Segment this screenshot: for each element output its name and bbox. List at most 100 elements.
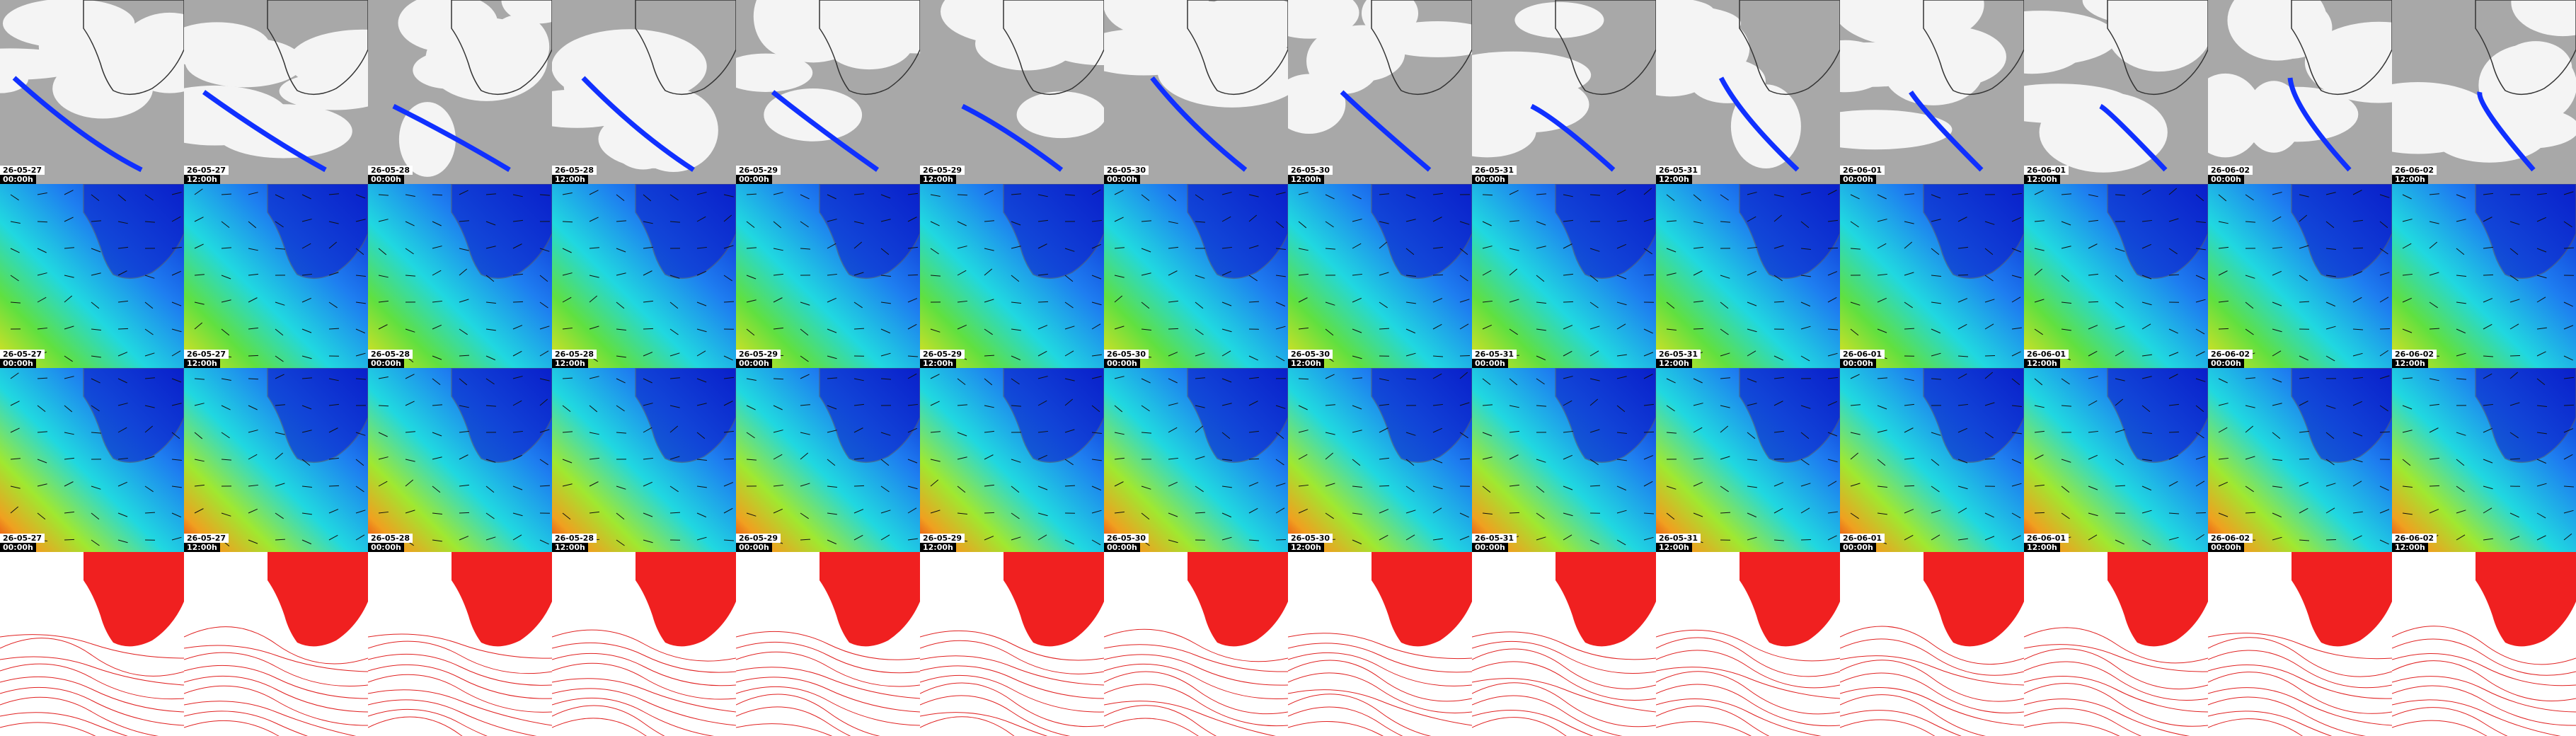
isobar (2392, 638, 2576, 676)
wind-arrow (1957, 355, 1968, 357)
wind-arrow (2195, 351, 2205, 357)
cloud (501, 0, 552, 24)
wind-arrow (355, 328, 366, 334)
wind-arrow (1352, 377, 1362, 379)
wind-arrow (1011, 485, 1020, 493)
wind-arrow (853, 485, 865, 487)
wind-arrow (2429, 485, 2440, 487)
wind-arrow (2195, 378, 2206, 382)
wind-arrow (144, 456, 155, 460)
wind-arrow (301, 430, 312, 433)
wind-arrow (1957, 485, 1968, 490)
land (1739, 184, 1840, 279)
cloud (279, 72, 368, 110)
wind-arrow (432, 539, 442, 542)
time-label: 12:00h (2024, 359, 2060, 368)
wind-arrow (1563, 534, 1572, 541)
wind-arrow (1482, 512, 1493, 514)
wind-arrow (1298, 192, 1309, 195)
map-panel: 26-06-01 12:00h (2024, 184, 2208, 368)
wind-arrow (2195, 456, 2206, 460)
wind-arrow (1379, 485, 1390, 487)
isobar (1840, 655, 2024, 686)
wind-arrow (301, 328, 312, 333)
wind-arrow (1984, 221, 1995, 225)
cloud (1016, 91, 1104, 139)
wind-arrow (1432, 246, 1443, 249)
isobar (184, 645, 368, 672)
wind-arrow (248, 192, 258, 195)
cloud (953, 0, 1104, 38)
map-panel (1104, 552, 1288, 736)
wind-arrow (2509, 402, 2520, 406)
isobar (1104, 644, 1288, 672)
wind-arrow (1563, 430, 1573, 433)
wind-arrow (696, 270, 706, 276)
wind-arrow (1195, 485, 1204, 493)
isobar (1288, 633, 1472, 660)
wind-arrow (1275, 432, 1284, 439)
wind-arrow (1298, 297, 1308, 303)
wind-arrow (539, 539, 549, 545)
wind-arrow (2456, 459, 2465, 466)
wind-arrow (2088, 273, 2098, 276)
wind-arrow (328, 403, 339, 406)
isobar (1840, 710, 1962, 736)
wind-arrow (1643, 536, 1654, 541)
wind-arrow (1536, 275, 1545, 282)
land (1187, 184, 1288, 279)
wind-arrow (1168, 457, 1178, 460)
wind-arrow (10, 194, 19, 201)
wind-arrow (37, 297, 47, 303)
wind-arrow (2483, 459, 2493, 464)
isobar (184, 701, 357, 736)
wind-arrow (64, 326, 74, 330)
map (2392, 184, 2576, 368)
wind-arrow (773, 248, 783, 251)
wind-arrow (171, 270, 181, 276)
wind-arrow (2168, 248, 2178, 255)
wind-arrow (1459, 512, 1469, 518)
wind-arrow (328, 272, 339, 276)
map (736, 0, 920, 184)
wind-arrow (1064, 378, 1075, 381)
isobar (1288, 706, 1403, 736)
wind-arrow (616, 220, 626, 222)
wind-arrow (2429, 403, 2439, 406)
isobar (1104, 671, 1288, 715)
wind-arrow (669, 425, 679, 433)
wind-arrow (2245, 485, 2254, 493)
wind-arrow (2034, 430, 2045, 433)
wind-arrow (1141, 328, 1151, 330)
wind-arrow (984, 405, 994, 408)
wind-arrow (2325, 301, 2336, 307)
wind-arrow (1325, 194, 1335, 200)
wind-arrow (2509, 432, 2519, 439)
wind-arrow (2325, 326, 2336, 330)
wind-arrow (1827, 271, 1838, 276)
wind-arrow (1091, 301, 1102, 306)
wind-arrow (1984, 536, 1995, 541)
wind-arrow (2088, 350, 2098, 357)
wind-arrow (957, 456, 967, 460)
wind-arrow (2272, 192, 2282, 195)
wind-arrow (2509, 221, 2520, 225)
wind-arrow (2325, 459, 2335, 466)
wind-arrow (2483, 192, 2493, 195)
wind-arrow (2272, 459, 2282, 461)
date-label: 26-05-27 (0, 534, 45, 543)
wind-arrow (144, 352, 155, 357)
wind-arrow (880, 275, 891, 277)
wind-arrow (1248, 430, 1259, 433)
wind-arrow (2509, 299, 2520, 303)
wind-arrow (194, 217, 204, 222)
wind-arrow (144, 512, 156, 514)
wind-arrow (2536, 459, 2547, 464)
wind-arrow (1984, 512, 1994, 518)
wind-arrow (37, 512, 46, 520)
isobar (2024, 644, 2208, 672)
wind-arrow (1221, 246, 1232, 249)
wind-arrow (1459, 536, 1470, 541)
wind-arrow (2088, 376, 2098, 379)
wind-arrow (2456, 219, 2466, 222)
